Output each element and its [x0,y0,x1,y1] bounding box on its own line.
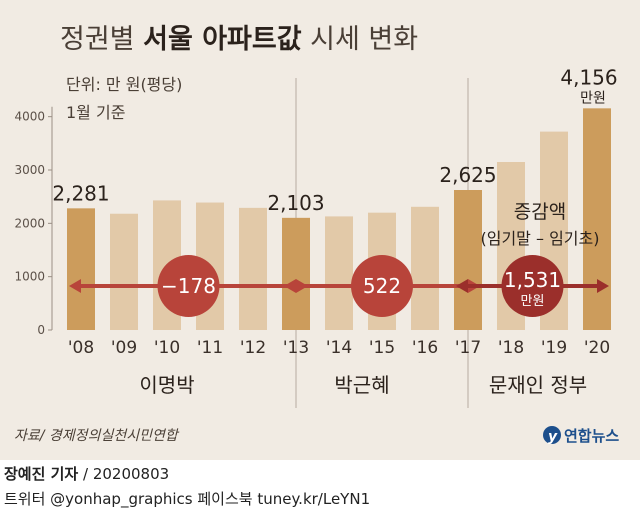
bar-9 [454,190,482,330]
svg-text:y: y [548,429,558,445]
change-badge [157,255,220,317]
x-tick-label: '09 [111,338,137,358]
source-note: 자료/ 경제정의실천시민연합 [14,428,180,444]
reporter: 장예진 기자 [4,465,79,483]
logo-text: 연합뉴스 [564,427,619,445]
change-badges: −178 522 1,531 만원 [157,255,564,317]
y-tick-label: 1000 [14,270,45,284]
government-label: 문재인 정부 [489,373,587,397]
arrow-left-icon [69,279,81,293]
x-tick-label: '10 [154,338,180,358]
value-unit: 만원 [580,90,606,106]
basis-note: 1월 기준 [66,103,125,122]
x-tick-label: '17 [455,338,481,358]
bar-1 [110,213,138,330]
value-label: 2,103 [267,191,324,215]
change-value: −178 [161,274,216,298]
x-tick-label: '13 [283,338,309,358]
x-tick-label: '20 [584,338,610,358]
value-label: 2,281 [52,181,109,205]
government-labels: 이명박 박근혜 문재인 정부 [139,373,587,397]
government-label: 박근혜 [334,373,389,397]
x-tick-label: '16 [412,338,438,358]
x-tick-label: '14 [326,338,352,358]
bar-8 [411,206,439,330]
change-value: 522 [363,274,401,298]
bar-6 [325,216,353,330]
y-tick-label: 4000 [14,110,45,124]
bar-12 [583,108,611,330]
price-chart: 정권별 서울 아파트값 시세 변화 단위: 만 원(평당) 1월 기준 0 100… [14,24,619,445]
x-tick-label: '11 [197,338,223,358]
chart-panel [0,0,640,460]
change-value: 1,531 [504,268,561,292]
social-links: 트위터 @yonhap_graphics 페이스북 tuney.kr/LeYN1 [4,490,371,508]
x-tick-label: '19 [541,338,567,358]
x-tick-label: '18 [498,338,524,358]
bar-5 [282,217,310,330]
y-axis: 0 1000 2000 3000 4000 [14,106,53,337]
government-label: 이명박 [139,373,194,397]
x-tick-label: '08 [68,338,94,358]
arrow-right-icon [597,279,609,293]
logo-mark-icon [543,426,561,444]
unit-note: 단위: 만 원(평당) [66,75,182,94]
yonhap-logo: y 연합뉴스 [543,426,619,445]
y-tick-label: 3000 [14,163,45,177]
increase-sub-label: (임기말 – 임기초) [481,229,600,248]
date: / 20200803 [78,465,170,483]
x-axis: '08 '09 '10 '11 '12 '13 '14 '15 '16 '17 '18 '19 '20 [68,338,610,358]
chart-title: 정권별 서울 아파트값 시세 변화 [60,24,418,55]
y-tick-label: 0 [37,323,45,337]
byline: 장예진 기자 / 20200803 [4,462,634,487]
bar-4 [239,207,267,330]
increase-label: 증감액 [514,201,566,223]
change-badge [501,255,564,317]
change-badge [351,255,413,317]
bar-0 [67,208,95,330]
x-tick-label: '12 [240,338,266,358]
value-label: 4,156 [560,65,617,89]
footer: 장예진 기자 / 20200803 트위터 @yonhap_graphics 페… [4,462,634,512]
y-tick-label: 2000 [14,216,45,230]
arrow-left-icon [456,279,468,293]
x-tick-label: '15 [369,338,395,358]
change-unit: 만원 [521,294,545,309]
value-label: 2,625 [439,163,496,187]
arrow-left-icon [284,279,296,293]
